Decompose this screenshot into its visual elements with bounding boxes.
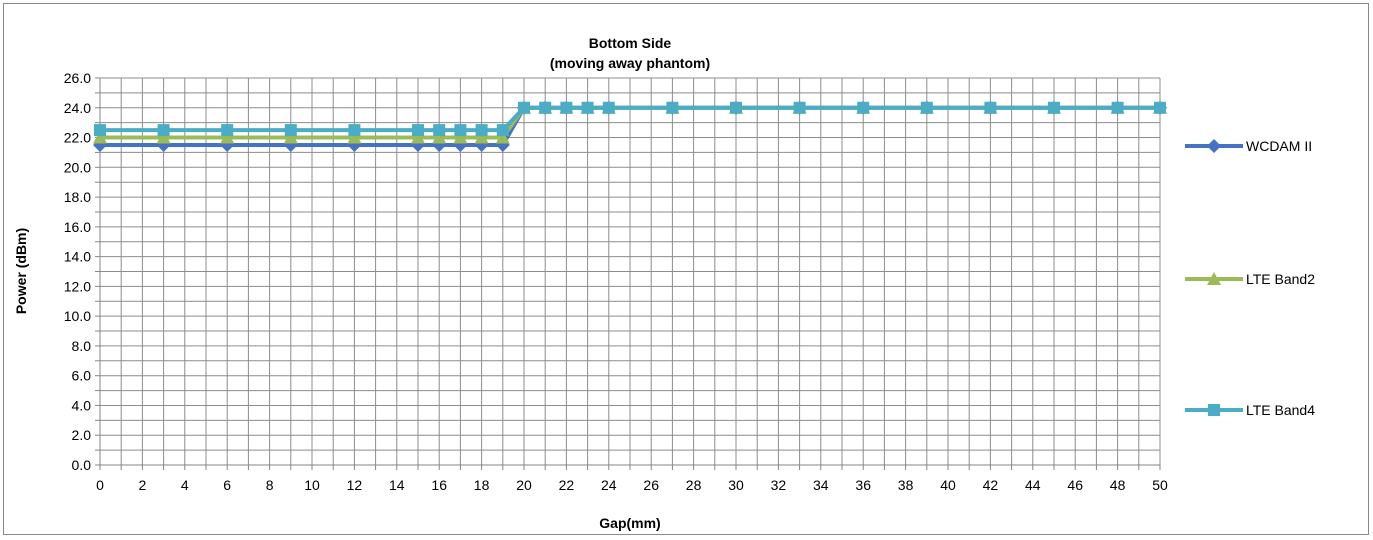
x-tick-label: 16 bbox=[431, 477, 447, 493]
legend-item: LTE Band4 bbox=[1185, 402, 1315, 418]
data-point bbox=[94, 124, 106, 137]
data-point bbox=[93, 130, 107, 144]
x-tick-label: 18 bbox=[474, 477, 490, 493]
data-point bbox=[156, 130, 171, 144]
data-point bbox=[348, 124, 361, 137]
data-point bbox=[453, 130, 468, 144]
legend-label: LTE Band2 bbox=[1246, 271, 1315, 287]
y-axis-label: Power (dBm) bbox=[13, 228, 29, 314]
x-tick-label: 28 bbox=[686, 477, 702, 493]
x-axis-label: Gap(mm) bbox=[599, 515, 660, 531]
x-tick-label: 38 bbox=[898, 477, 914, 493]
axes bbox=[95, 77, 1161, 470]
legend-marker bbox=[1208, 404, 1220, 416]
series-lte-band4 bbox=[94, 101, 1166, 137]
x-tick-label: 50 bbox=[1152, 477, 1168, 493]
data-point bbox=[411, 130, 425, 144]
data-point bbox=[984, 101, 997, 114]
y-tick-label: 8.0 bbox=[72, 338, 92, 354]
data-point bbox=[496, 124, 509, 137]
legend-item: WCDAM II bbox=[1185, 138, 1312, 154]
y-tick-label: 4.0 bbox=[72, 397, 92, 413]
y-tick-label: 2.0 bbox=[72, 427, 92, 443]
y-tick-label: 12.0 bbox=[64, 278, 91, 294]
y-tick-label: 6.0 bbox=[72, 368, 92, 384]
x-tick-label: 42 bbox=[983, 477, 999, 493]
x-tick-label: 40 bbox=[940, 477, 956, 493]
chart-frame bbox=[3, 3, 1369, 535]
data-point bbox=[602, 101, 615, 114]
data-point bbox=[1048, 101, 1060, 114]
data-point bbox=[1111, 101, 1124, 114]
y-tick-label: 22.0 bbox=[64, 130, 91, 146]
y-tick-label: 24.0 bbox=[64, 100, 91, 116]
legend-item: LTE Band2 bbox=[1185, 271, 1315, 287]
chart-title: Bottom Side bbox=[589, 35, 672, 51]
series-line bbox=[100, 105, 1160, 133]
data-point bbox=[666, 101, 679, 114]
data-point bbox=[475, 124, 488, 137]
data-point bbox=[347, 130, 362, 144]
data-point bbox=[495, 130, 510, 144]
y-tick-label: 0.0 bbox=[72, 457, 92, 473]
x-tick-label: 4 bbox=[181, 477, 189, 493]
x-tick-label: 12 bbox=[347, 477, 363, 493]
data-point bbox=[560, 101, 573, 114]
y-tick-label: 18.0 bbox=[64, 189, 91, 205]
x-tick-label: 20 bbox=[516, 477, 532, 493]
data-point bbox=[730, 101, 742, 114]
x-tick-label: 24 bbox=[601, 477, 617, 493]
legend-label: WCDAM II bbox=[1246, 138, 1312, 154]
x-tick-label: 34 bbox=[813, 477, 829, 493]
x-tick-label: 2 bbox=[139, 477, 147, 493]
x-tick-label: 32 bbox=[771, 477, 787, 493]
tick-labels: 0.0 2.0 4.0 6.0 8.0 10.0 12.0 14.0 16.0 18.0 20.0 2… bbox=[64, 70, 1168, 493]
y-tick-label: 16.0 bbox=[64, 219, 91, 235]
legend: WCDAM II LTE Band2 LTE Band4 bbox=[1185, 138, 1315, 418]
x-tick-label: 36 bbox=[855, 477, 871, 493]
legend-marker bbox=[1207, 139, 1221, 153]
chart-subtitle: (moving away phantom) bbox=[550, 55, 710, 71]
data-point bbox=[1154, 101, 1166, 114]
data-point bbox=[220, 130, 235, 144]
x-tick-label: 6 bbox=[223, 477, 231, 493]
y-tick-label: 20.0 bbox=[64, 159, 91, 175]
data-point bbox=[518, 101, 530, 114]
data-point bbox=[412, 124, 424, 137]
y-tick-label: 10.0 bbox=[64, 308, 91, 324]
data-point bbox=[581, 101, 594, 114]
data-point bbox=[284, 124, 297, 137]
data-point bbox=[432, 130, 447, 144]
data-point bbox=[920, 101, 933, 114]
data-point bbox=[221, 124, 234, 137]
legend-marker bbox=[1207, 272, 1221, 285]
x-tick-label: 30 bbox=[728, 477, 744, 493]
data-point bbox=[857, 101, 870, 114]
data-point bbox=[433, 124, 446, 137]
x-tick-label: 22 bbox=[559, 477, 575, 493]
y-tick-label: 14.0 bbox=[64, 249, 91, 265]
data-point bbox=[157, 124, 170, 137]
x-tick-label: 0 bbox=[96, 477, 104, 493]
series-layer bbox=[93, 100, 1167, 152]
data-point bbox=[474, 130, 489, 144]
x-tick-label: 46 bbox=[1067, 477, 1083, 493]
legend-label: LTE Band4 bbox=[1246, 402, 1315, 418]
x-tick-label: 26 bbox=[643, 477, 659, 493]
data-point bbox=[454, 124, 467, 137]
y-tick-label: 26.0 bbox=[64, 70, 91, 86]
x-tick-label: 44 bbox=[1025, 477, 1041, 493]
x-tick-label: 48 bbox=[1110, 477, 1126, 493]
x-tick-label: 8 bbox=[266, 477, 274, 493]
data-point bbox=[539, 101, 552, 114]
x-tick-label: 10 bbox=[304, 477, 320, 493]
data-point bbox=[793, 101, 806, 114]
x-tick-label: 14 bbox=[389, 477, 405, 493]
data-point bbox=[283, 130, 298, 144]
